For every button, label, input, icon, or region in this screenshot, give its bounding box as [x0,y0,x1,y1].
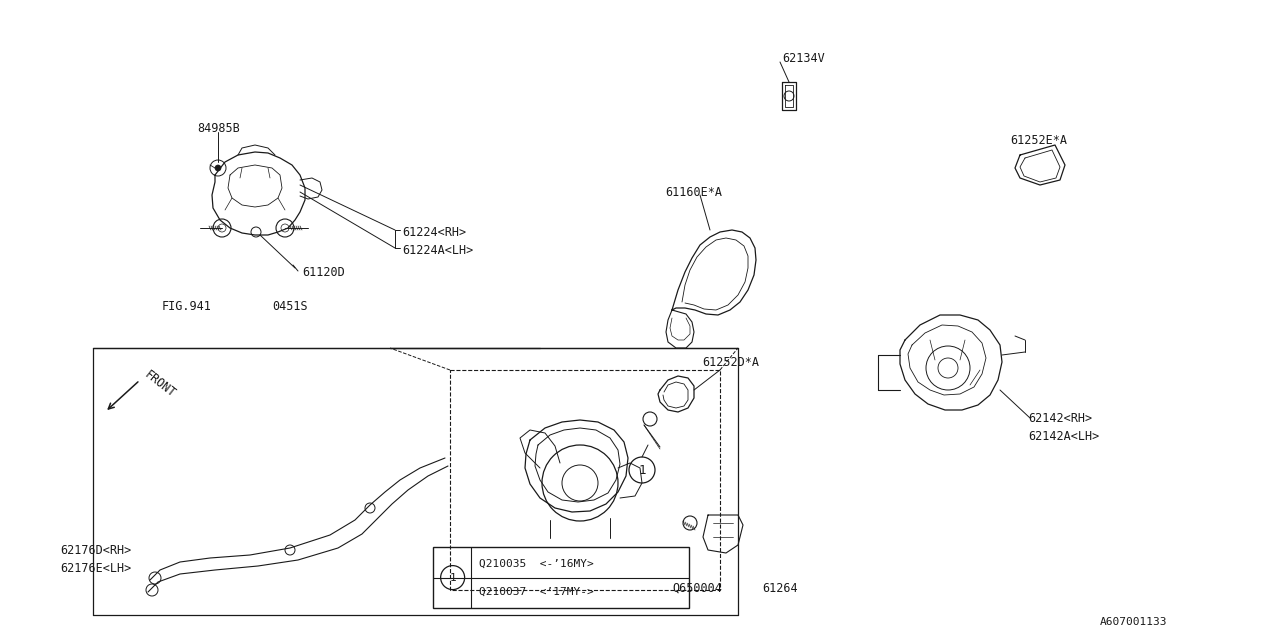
Text: 0451S: 0451S [273,300,307,312]
Text: 1: 1 [639,463,645,477]
Text: 1: 1 [449,573,456,582]
Text: Q650004: Q650004 [672,582,722,595]
Text: 62142A<LH>: 62142A<LH> [1028,429,1100,442]
Text: 61224<RH>: 61224<RH> [402,225,466,239]
Text: 61224A<LH>: 61224A<LH> [402,243,474,257]
Bar [451,370,719,590]
Text: 62176D<RH>: 62176D<RH> [60,543,132,557]
Text: Q210035  <-’16MY>: Q210035 <-’16MY> [479,559,594,568]
Text: 61160E*A: 61160E*A [666,186,722,198]
Text: 61264: 61264 [762,582,797,595]
Text: FIG.941: FIG.941 [163,300,212,312]
Text: 62134V: 62134V [782,51,824,65]
Text: 62142<RH>: 62142<RH> [1028,412,1092,424]
Text: FRONT: FRONT [142,368,178,400]
Bar [433,547,689,608]
Text: 62176E<LH>: 62176E<LH> [60,561,132,575]
Text: 61252D*A: 61252D*A [701,355,759,369]
Text: 61120D: 61120D [302,266,344,278]
Text: 84985B: 84985B [197,122,239,134]
Text: 61252E*A: 61252E*A [1010,134,1068,147]
Text: A607001133: A607001133 [1100,617,1167,627]
Circle shape [215,165,221,171]
Text: Q210037  <’17MY->: Q210037 <’17MY-> [479,587,594,596]
